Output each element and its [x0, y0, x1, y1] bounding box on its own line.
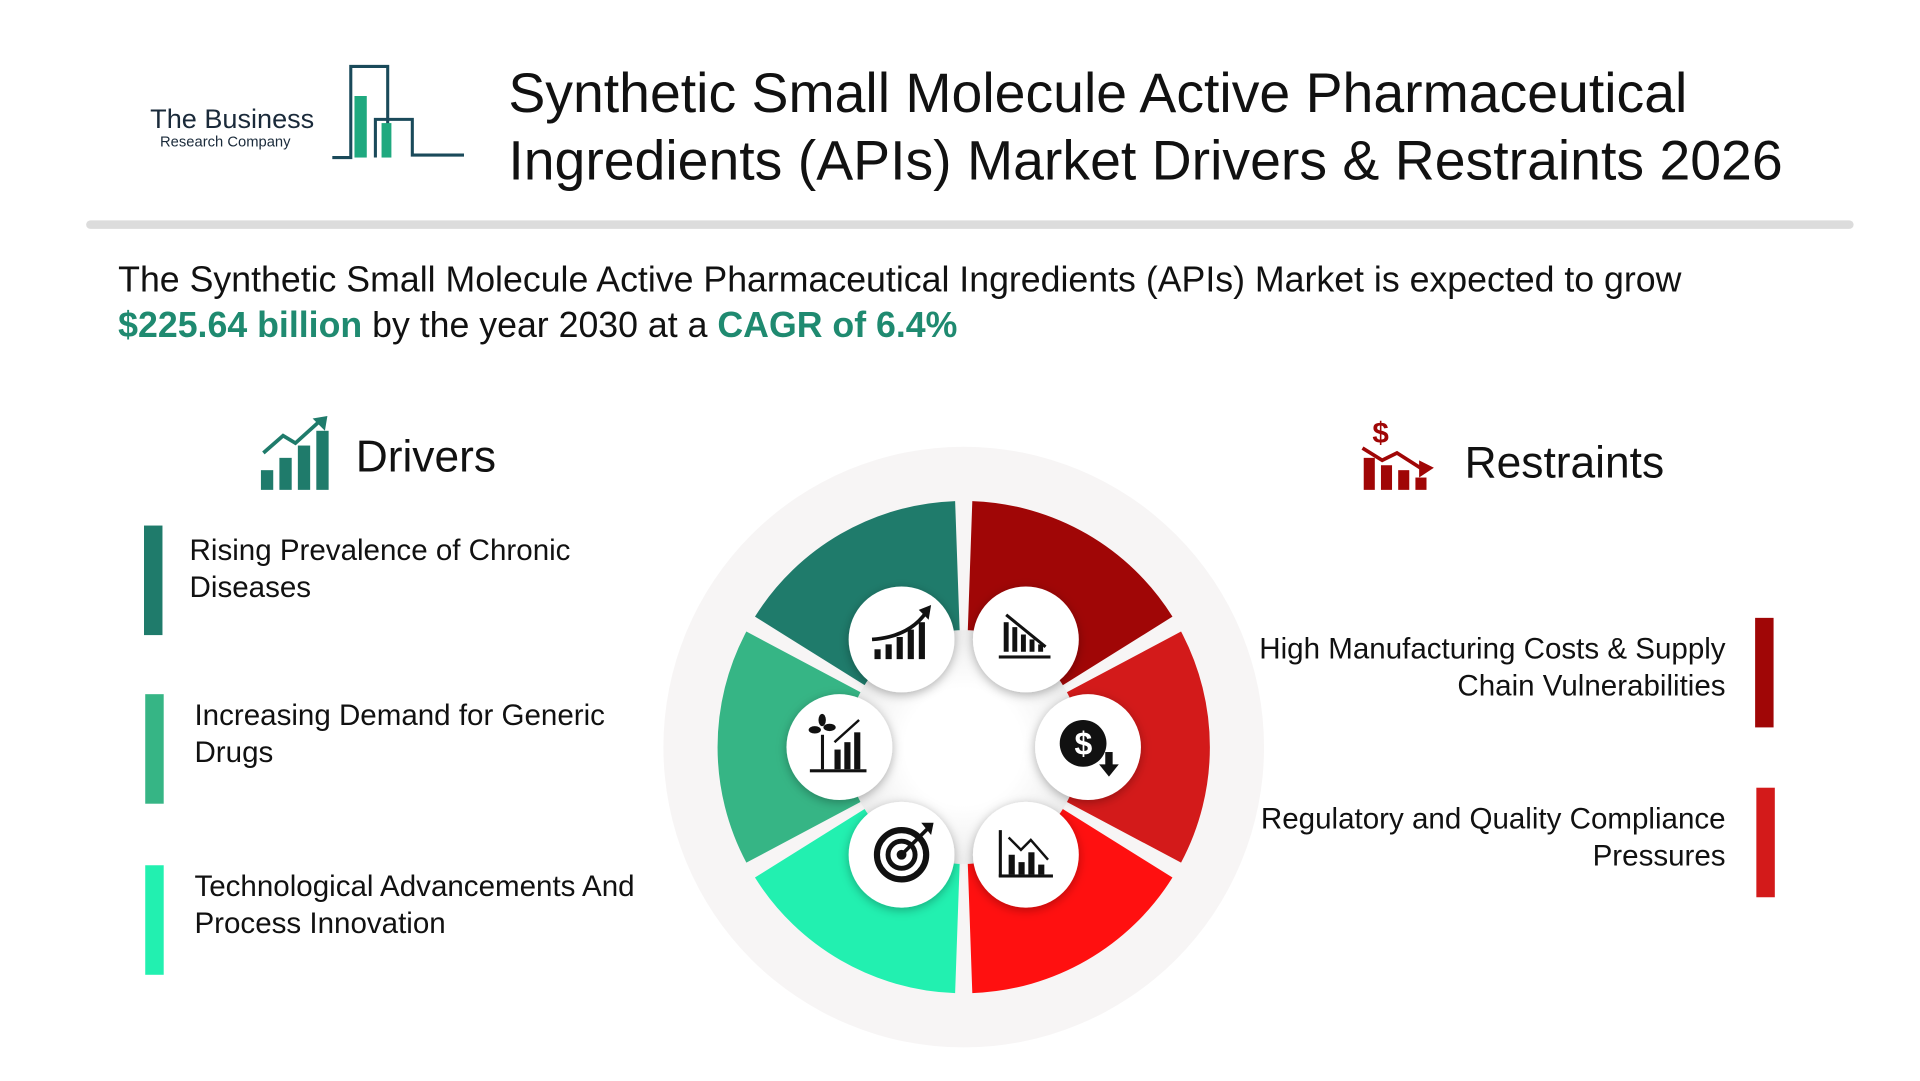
dollar-decline-icon: $: [1361, 417, 1434, 490]
drivers-heading: Drivers: [355, 430, 497, 482]
restraint-marker: [1755, 617, 1774, 728]
page-title: Synthetic Small Molecule Active Pharmace…: [508, 59, 1782, 194]
restraints-heading: Restraints: [1464, 436, 1665, 488]
restraint-text: Pressures: [1592, 839, 1726, 873]
logo-subtitle: Research Company: [160, 132, 291, 151]
driver-text: Process Innovation: [194, 907, 446, 941]
driver-text: Increasing Demand for Generic: [194, 699, 605, 733]
plant-growth-chart-icon: [786, 694, 893, 801]
driver-marker: [145, 865, 164, 975]
driver-marker: [144, 525, 163, 636]
divider: [86, 220, 1854, 229]
restraint-item: Regulatory and Quality Compliance Pressur…: [1261, 801, 1726, 875]
restraint-text: Regulatory and Quality Compliance: [1260, 802, 1726, 836]
title-line-2: Ingredients (APIs) Market Drivers & Rest…: [508, 129, 1783, 193]
driver-item: Rising Prevalence of Chronic Diseases: [190, 533, 571, 607]
logo-bars-icon: [332, 64, 465, 160]
driver-text: Drugs: [194, 736, 274, 770]
declining-bar-chart-icon: [972, 586, 1079, 693]
cagr-value: CAGR of 6.4%: [717, 306, 958, 346]
drivers-restraints-wheel: $: [663, 446, 1265, 1048]
logo-name: The Business: [150, 103, 315, 135]
dollar-down-icon: $: [1035, 694, 1141, 801]
chart-downtrend-icon: [972, 801, 1079, 908]
growth-chart-icon: [848, 586, 955, 693]
market-value: $225.64 billion: [118, 306, 363, 346]
restraint-text: High Manufacturing Costs & Supply: [1259, 632, 1726, 666]
svg-text:$: $: [1074, 725, 1092, 761]
company-logo: The Business Research Company: [148, 64, 468, 162]
restraint-item: High Manufacturing Costs & Supply Chain V…: [1259, 631, 1725, 705]
restraint-marker: [1756, 787, 1775, 898]
driver-item: Increasing Demand for Generic Drugs: [194, 698, 604, 772]
restraint-text: Chain Vulnerabilities: [1457, 669, 1726, 703]
target-arrow-icon: [848, 801, 955, 908]
summary-text: The Synthetic Small Molecule Active Phar…: [118, 260, 1682, 301]
driver-text: Rising Prevalence of Chronic: [189, 534, 571, 568]
driver-text: Technological Advancements And: [194, 870, 635, 904]
driver-item: Technological Advancements And Process In…: [194, 869, 634, 943]
market-summary: The Synthetic Small Molecule Active Phar…: [118, 258, 1841, 349]
summary-text-middle: by the year 2030 at a: [372, 306, 708, 346]
svg-text:$: $: [1372, 417, 1388, 450]
growth-chart-icon: [260, 416, 329, 490]
driver-text: Diseases: [189, 571, 312, 605]
title-line-1: Synthetic Small Molecule Active Pharmace…: [508, 61, 1688, 125]
driver-marker: [145, 694, 164, 804]
